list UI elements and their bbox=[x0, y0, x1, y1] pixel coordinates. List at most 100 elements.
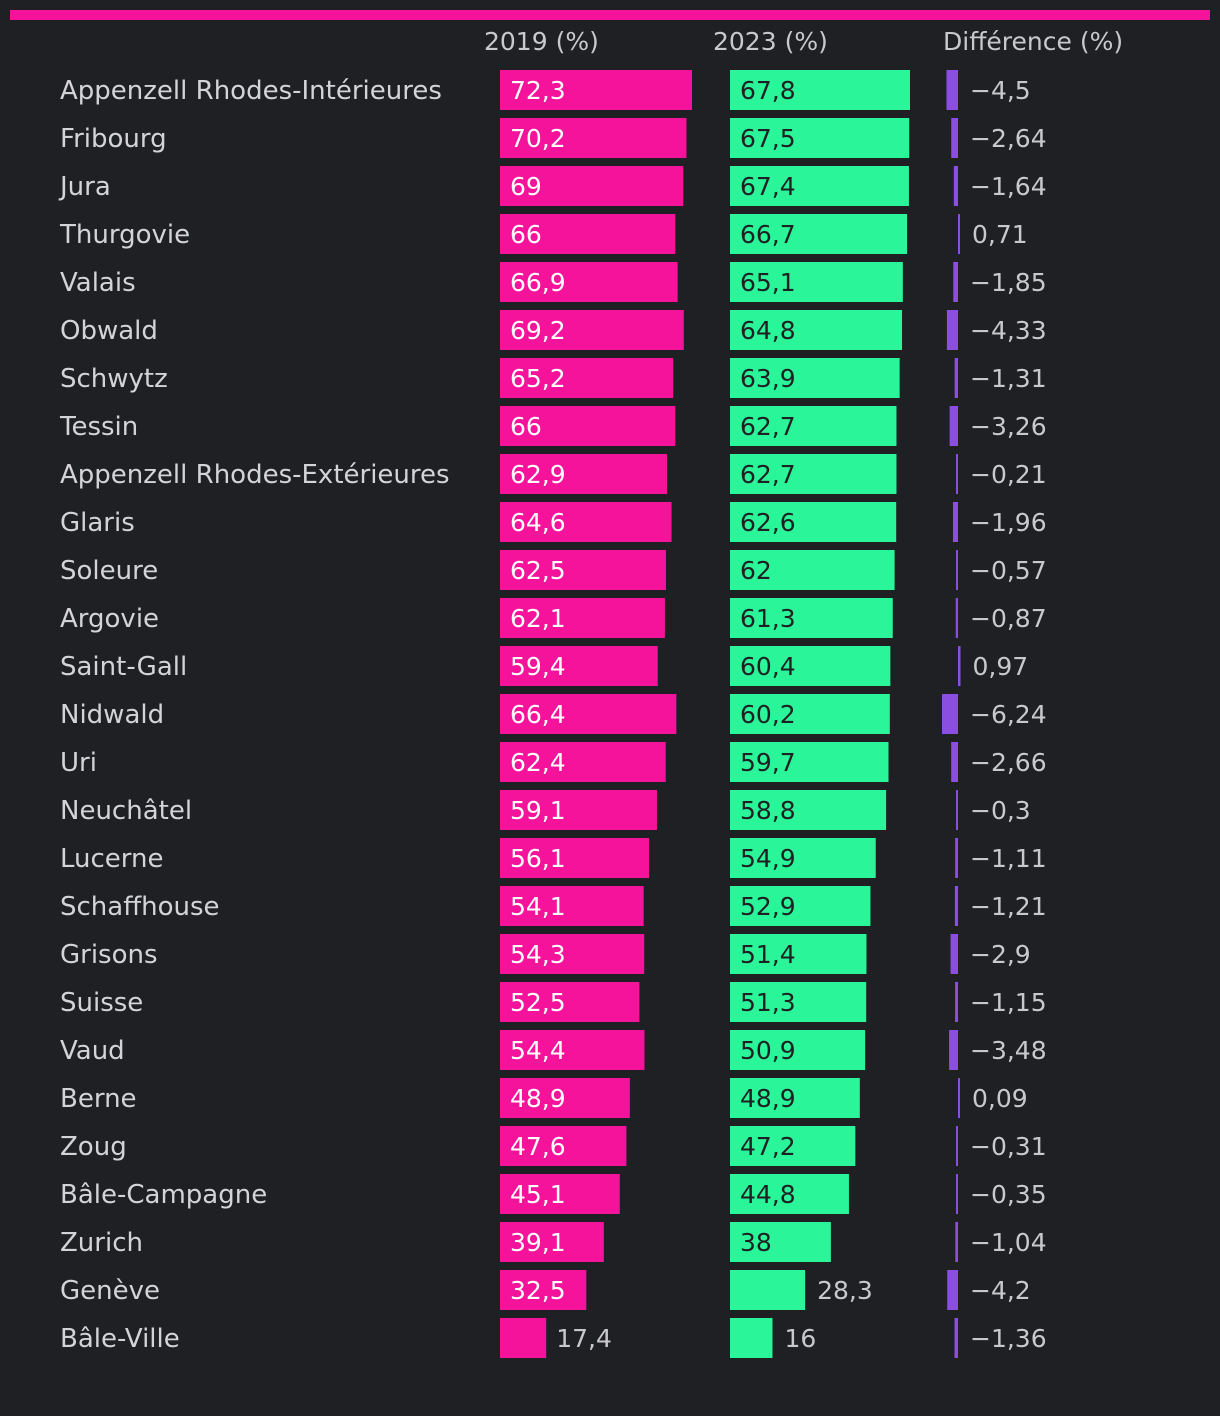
bar-difference bbox=[956, 454, 958, 494]
bar-2019 bbox=[500, 1126, 627, 1166]
row-label: Thurgovie bbox=[59, 220, 190, 250]
row-label: Nidwald bbox=[60, 700, 164, 730]
value-label-difference: −0,3 bbox=[970, 796, 1031, 825]
value-label-difference: −2,66 bbox=[970, 748, 1047, 777]
row-label: Suisse bbox=[60, 988, 143, 1018]
value-label-2023: 58,8 bbox=[740, 796, 796, 825]
value-label-2019: 66 bbox=[510, 412, 542, 441]
value-label-2019: 47,6 bbox=[510, 1132, 566, 1161]
value-label-difference: −3,48 bbox=[970, 1036, 1047, 1065]
value-label-difference: −3,26 bbox=[970, 412, 1047, 441]
value-label-difference: −1,36 bbox=[970, 1324, 1047, 1353]
bar-2019 bbox=[500, 1174, 620, 1214]
value-label-2019: 17,4 bbox=[556, 1324, 612, 1353]
bar-2019 bbox=[500, 262, 678, 302]
bar-2023 bbox=[730, 406, 897, 446]
value-label-2023: 50,9 bbox=[740, 1036, 796, 1065]
bar-2023 bbox=[730, 742, 889, 782]
value-label-2019: 69 bbox=[510, 172, 542, 201]
bar-difference bbox=[958, 1078, 960, 1118]
value-label-2023: 61,3 bbox=[740, 604, 796, 633]
bar-difference bbox=[949, 406, 958, 446]
bar-2023 bbox=[730, 358, 900, 398]
value-label-2023: 62,6 bbox=[740, 508, 796, 537]
bar-2019 bbox=[500, 118, 687, 158]
bar-difference bbox=[947, 1270, 958, 1310]
value-label-2023: 62 bbox=[740, 556, 772, 585]
bar-difference bbox=[955, 982, 958, 1022]
bar-difference bbox=[956, 550, 958, 590]
bar-difference bbox=[955, 838, 958, 878]
value-label-2019: 45,1 bbox=[510, 1180, 566, 1209]
value-label-2023: 59,7 bbox=[740, 748, 796, 777]
row-label: Schaffhouse bbox=[60, 892, 220, 922]
value-label-2019: 66 bbox=[510, 220, 542, 249]
value-label-2019: 72,3 bbox=[510, 76, 566, 105]
value-label-2023: 60,2 bbox=[740, 700, 796, 729]
column-header-2: Différence (%) bbox=[943, 27, 1123, 56]
bar-difference bbox=[951, 742, 958, 782]
value-label-difference: −1,15 bbox=[970, 988, 1047, 1017]
row-label: Schwytz bbox=[60, 364, 168, 394]
value-label-2023: 54,9 bbox=[740, 844, 796, 873]
value-label-difference: −0,87 bbox=[970, 604, 1047, 633]
bar-2019 bbox=[500, 454, 668, 494]
value-label-2023: 60,4 bbox=[740, 652, 796, 681]
value-label-2019: 62,4 bbox=[510, 748, 566, 777]
bar-2019 bbox=[500, 1078, 630, 1118]
bar-difference bbox=[942, 694, 958, 734]
bar-difference bbox=[955, 1222, 958, 1262]
value-label-2019: 54,4 bbox=[510, 1036, 566, 1065]
value-label-difference: −2,9 bbox=[970, 940, 1031, 969]
value-label-2019: 66,4 bbox=[510, 700, 566, 729]
bar-2019 bbox=[500, 358, 674, 398]
row-label: Zoug bbox=[60, 1132, 127, 1162]
value-label-2019: 62,9 bbox=[510, 460, 566, 489]
value-label-2019: 32,5 bbox=[510, 1276, 566, 1305]
value-label-2023: 65,1 bbox=[740, 268, 796, 297]
bar-difference bbox=[958, 646, 961, 686]
bar-2023 bbox=[730, 934, 867, 974]
accent-top-bar bbox=[10, 10, 1210, 20]
bar-difference bbox=[951, 118, 958, 158]
bar-2019 bbox=[500, 598, 665, 638]
bar-2023 bbox=[730, 646, 891, 686]
value-label-2023: 16 bbox=[784, 1324, 816, 1353]
value-label-2023: 51,4 bbox=[740, 940, 796, 969]
value-label-difference: 0,09 bbox=[972, 1084, 1028, 1113]
bar-2023 bbox=[730, 1222, 831, 1262]
value-label-2019: 70,2 bbox=[510, 124, 566, 153]
bar-2019 bbox=[500, 1270, 587, 1310]
bar-2019 bbox=[500, 1030, 645, 1070]
value-label-2019: 54,1 bbox=[510, 892, 566, 921]
bar-2023 bbox=[730, 1078, 860, 1118]
value-label-difference: −1,64 bbox=[970, 172, 1047, 201]
value-label-2023: 47,2 bbox=[740, 1132, 796, 1161]
value-label-difference: −2,64 bbox=[970, 124, 1047, 153]
value-label-2023: 51,3 bbox=[740, 988, 796, 1017]
row-label: Glaris bbox=[60, 508, 135, 538]
bar-2023 bbox=[730, 982, 867, 1022]
bar-difference bbox=[956, 1126, 958, 1166]
bar-2019 bbox=[500, 742, 666, 782]
value-label-difference: −0,31 bbox=[970, 1132, 1047, 1161]
value-label-2019: 64,6 bbox=[510, 508, 566, 537]
bar-2023 bbox=[730, 310, 903, 350]
bar-2019 bbox=[500, 550, 666, 590]
bar-difference bbox=[958, 214, 960, 254]
bar-2019 bbox=[500, 790, 657, 830]
bar-2023 bbox=[730, 1126, 856, 1166]
row-label: Neuchâtel bbox=[60, 796, 192, 826]
value-label-difference: −6,24 bbox=[970, 700, 1047, 729]
value-label-2023: 64,8 bbox=[740, 316, 796, 345]
value-label-difference: 0,71 bbox=[972, 220, 1028, 249]
bar-2019 bbox=[500, 406, 676, 446]
bar-difference bbox=[956, 1174, 958, 1214]
value-label-difference: −1,11 bbox=[970, 844, 1047, 873]
row-label: Genève bbox=[60, 1276, 160, 1306]
value-label-2023: 52,9 bbox=[740, 892, 796, 921]
value-label-2023: 28,3 bbox=[817, 1276, 873, 1305]
column-header-0: 2019 (%) bbox=[484, 27, 599, 56]
bar-2023 bbox=[730, 502, 897, 542]
bar-difference bbox=[946, 310, 958, 350]
